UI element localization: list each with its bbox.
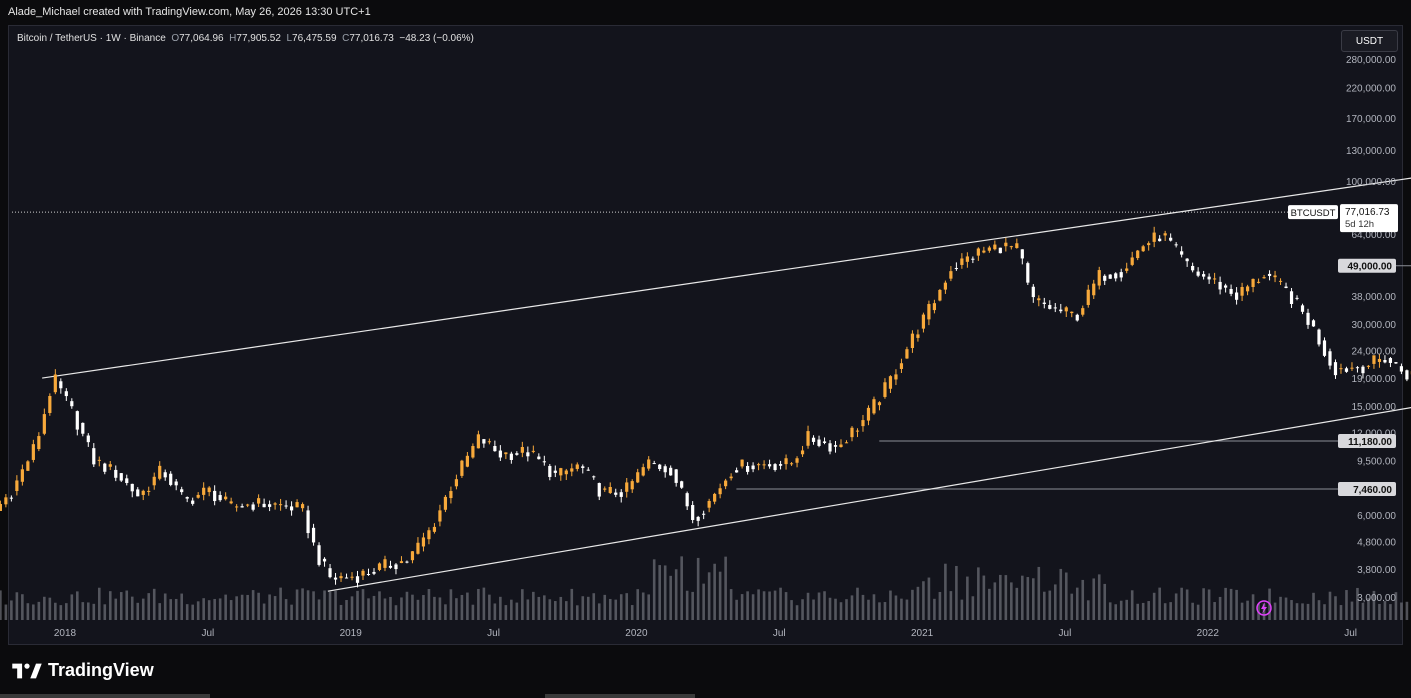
- open-value: 77,064.96: [179, 33, 224, 44]
- tradingview-logo-icon: [12, 662, 42, 678]
- open-label: O: [171, 33, 180, 44]
- currency-button[interactable]: USDT: [1341, 30, 1398, 52]
- volume-bar: [0, 590, 2, 620]
- volume-bar: [4, 604, 8, 620]
- chart-frame[interactable]: [8, 25, 1403, 645]
- candle-body: [4, 497, 8, 505]
- bottom-strip-mid: [545, 694, 695, 698]
- symbol-legend: Bitcoin / TetherUS · 1W · Binance O77,06…: [17, 33, 474, 44]
- close-label: C: [342, 33, 350, 44]
- candle-body: [1405, 370, 1409, 380]
- volume-bar: [1405, 601, 1409, 620]
- tradingview-brand[interactable]: TradingView: [12, 660, 154, 681]
- bottom-strip-left: [0, 694, 210, 698]
- change-value: −48.23 (−0.06%): [399, 33, 474, 44]
- close-value: 77,016.73: [349, 33, 394, 44]
- low-label: L: [286, 33, 293, 44]
- tradingview-brand-text: TradingView: [48, 660, 154, 680]
- candle-body: [0, 503, 2, 511]
- low-value: 76,475.59: [292, 33, 337, 44]
- symbol-name[interactable]: Bitcoin / TetherUS · 1W · Binance: [17, 33, 166, 44]
- watermark-header: Alade_Michael created with TradingView.c…: [8, 6, 371, 18]
- high-label: H: [229, 33, 237, 44]
- high-value: 77,905.52: [236, 33, 281, 44]
